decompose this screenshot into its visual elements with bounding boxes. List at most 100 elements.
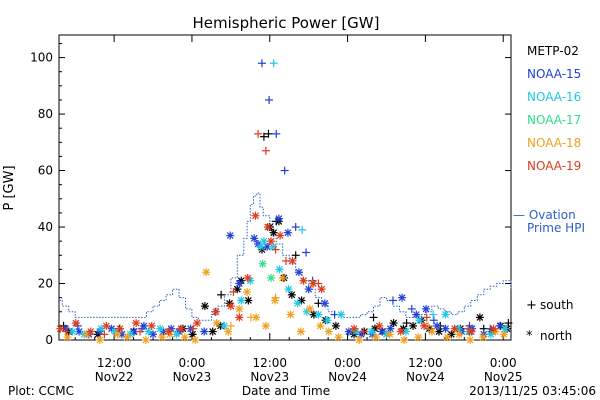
point-south-noaa-19 (229, 287, 238, 296)
point-south-noaa-15 (265, 95, 274, 104)
star-d2 (479, 333, 487, 341)
star-d2 (422, 305, 430, 313)
star-d2 (250, 234, 258, 242)
star-d2 (158, 333, 166, 341)
point-south-noaa-19 (261, 146, 270, 155)
star-d2 (318, 285, 326, 293)
star-d2 (264, 223, 272, 231)
point-north-noaa-16 (237, 296, 246, 305)
star-d2 (87, 328, 95, 335)
point-north-noaa-17 (267, 273, 276, 282)
point-north-noaa-19 (375, 321, 384, 330)
y-tick-label: 60 (38, 164, 53, 178)
point-north-noaa-18 (316, 321, 325, 330)
point-north-metp-02 (244, 296, 253, 305)
star-d2 (145, 328, 152, 335)
point-north-noaa-15 (294, 268, 303, 277)
point-south-metp-02 (402, 319, 411, 328)
point-north-noaa-15 (235, 279, 244, 288)
star-d2 (149, 330, 157, 338)
x-tick-label-date: Nov22 (95, 370, 134, 384)
satellite-points (56, 59, 513, 344)
star-d2 (263, 243, 271, 251)
star-d2 (298, 297, 305, 304)
legend-marker-south: + (526, 298, 537, 313)
point-south-noaa-19 (422, 313, 431, 322)
star-d2 (201, 302, 209, 310)
legend-item-metp-02: METP-02 (527, 44, 579, 58)
point-north-noaa-19 (276, 231, 285, 240)
point-south-noaa-15 (272, 129, 281, 138)
point-north-noaa-18 (95, 336, 104, 344)
star-d2 (244, 297, 252, 304)
point-north-noaa-19 (317, 285, 326, 294)
point-north-metp-02 (287, 290, 296, 299)
star-d2 (83, 330, 91, 338)
point-north-noaa-19 (235, 313, 244, 322)
point-north-noaa-18 (202, 268, 211, 277)
point-south-noaa-19 (100, 330, 109, 339)
x-tick-label-date: Nov24 (406, 370, 445, 384)
point-north-noaa-19 (71, 319, 80, 328)
star-d2 (428, 328, 436, 335)
point-north-noaa-16 (293, 299, 302, 308)
star-d2 (193, 319, 201, 327)
point-north-noaa-19 (86, 327, 95, 336)
legend-marker-label-north: north (540, 329, 572, 343)
star-d2 (468, 328, 475, 335)
star-d2 (398, 294, 406, 302)
point-south-noaa-19 (359, 327, 368, 336)
star-d2 (56, 325, 64, 333)
point-north-noaa-19 (226, 302, 235, 311)
star-d2 (288, 291, 296, 299)
point-north-noaa-18 (261, 321, 270, 330)
point-north-noaa-15 (283, 228, 292, 237)
star-d2 (368, 330, 376, 338)
star-d2 (316, 322, 324, 330)
star-d2 (466, 336, 474, 344)
star-d2 (220, 322, 228, 330)
legend-marker-label-south: south (540, 298, 574, 312)
point-north-noaa-16 (337, 310, 346, 319)
point-north-noaa-18 (141, 336, 150, 344)
point-south-metp-02 (369, 313, 378, 322)
point-south-noaa-19 (281, 256, 290, 265)
point-north-noaa-18 (466, 336, 475, 344)
point-south-noaa-16 (269, 59, 278, 68)
point-north-noaa-18 (399, 336, 408, 344)
point-north-noaa-16 (220, 321, 229, 330)
star-d2 (350, 325, 358, 333)
star-d2 (260, 237, 268, 245)
legend-ovation-line1: — Ovation (513, 208, 576, 222)
point-north-metp-02 (200, 302, 209, 311)
point-south-noaa-15 (257, 59, 266, 68)
point-north-noaa-19 (251, 211, 260, 220)
point-south-noaa-16 (429, 310, 438, 319)
star-d2 (409, 322, 417, 330)
point-north-noaa-19 (396, 327, 405, 336)
star-d2 (287, 311, 294, 319)
point-south-noaa-19 (271, 245, 280, 254)
point-north-noaa-18 (286, 310, 295, 319)
point-north-metp-02 (435, 327, 444, 336)
ovation-line (59, 192, 512, 321)
star-d2 (284, 229, 292, 237)
star-d2 (337, 311, 345, 319)
point-south-noaa-19 (314, 279, 323, 288)
legend-marker-north: * (526, 329, 533, 344)
star-d2 (252, 212, 259, 220)
star-d2 (159, 328, 167, 335)
star-d2 (397, 328, 405, 335)
x-tick-label-date: Nov23 (250, 370, 289, 384)
star-d2 (500, 330, 508, 338)
point-south-noaa-15 (388, 296, 397, 305)
point-north-noaa-19 (288, 256, 297, 265)
star-d2 (226, 232, 234, 239)
point-north-metp-02 (208, 327, 217, 336)
point-south-metp-02 (264, 129, 273, 138)
point-north-noaa-19 (489, 324, 498, 333)
star-d2 (295, 268, 303, 276)
star-d2 (400, 336, 408, 344)
ovation-series (59, 192, 512, 321)
